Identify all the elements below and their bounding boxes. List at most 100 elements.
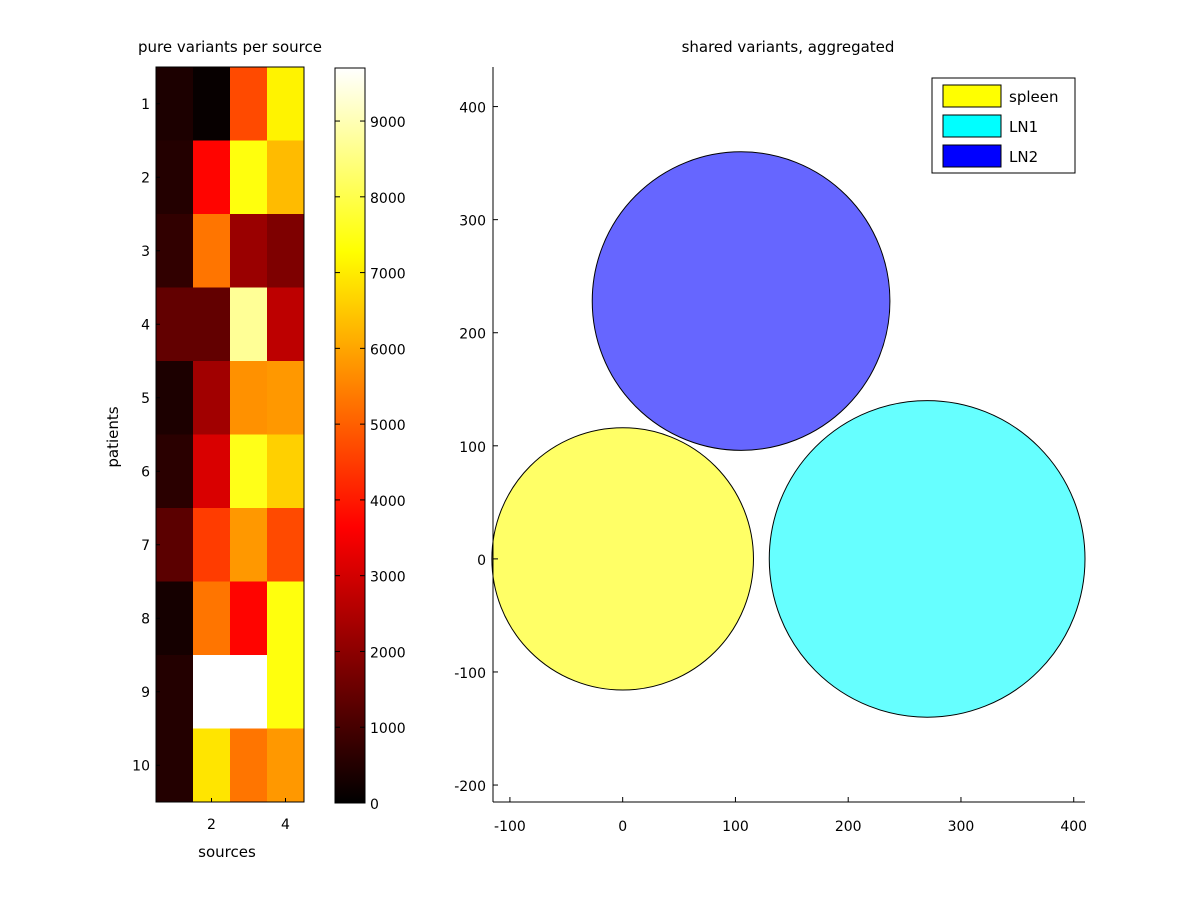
circle-y-tick-label: 100 xyxy=(459,440,486,456)
heatmap-cell xyxy=(156,140,194,215)
heatmap-y-tick-label: 3 xyxy=(141,244,150,260)
heatmap-cell xyxy=(267,581,305,656)
heatmap-cell xyxy=(156,728,194,803)
colorbar-tick-label: 8000 xyxy=(370,191,406,207)
circle-x-tick-label: 300 xyxy=(948,819,975,835)
circle-x-ticks: -100 0 100 200 300 400 xyxy=(494,797,1087,835)
colorbar-gradient xyxy=(334,67,366,804)
heatmap-cell xyxy=(193,67,231,141)
heatmap-cell xyxy=(156,287,194,362)
circle-x-tick-label: 400 xyxy=(1060,819,1087,835)
heatmap-cell xyxy=(193,140,231,215)
heatmap-cell xyxy=(193,581,231,656)
heatmap-cell xyxy=(156,214,194,288)
heatmap-y-tick-label: 6 xyxy=(141,464,150,480)
heatmap-cell xyxy=(230,434,268,509)
colorbar-ticks: 0 1000 2000 3000 4000 5000 6000 7000 8000 9000 xyxy=(335,115,406,813)
heatmap-y-tick-label: 5 xyxy=(141,391,150,407)
heatmap-cell xyxy=(230,361,268,435)
heatmap-cell xyxy=(230,214,268,288)
colorbar-tick-label: 6000 xyxy=(370,342,406,358)
heatmap-x-tick-label: 4 xyxy=(281,817,290,833)
colorbar-tick-label: 9000 xyxy=(370,115,406,131)
heatmap-cell xyxy=(230,581,268,656)
heatmap-cell xyxy=(156,67,194,141)
heatmap-ylabel: patients xyxy=(104,406,122,467)
heatmap-cell xyxy=(230,140,268,215)
heatmap-y-tick-label: 2 xyxy=(141,170,150,186)
circle-panel: shared variants, aggregated -100 0 100 200 3… xyxy=(454,38,1087,835)
heatmap-cells xyxy=(156,67,305,803)
heatmap-cell xyxy=(193,214,231,288)
heatmap-cell xyxy=(156,434,194,509)
heatmap-cell xyxy=(156,581,194,656)
heatmap-cell xyxy=(156,655,194,729)
heatmap-cell xyxy=(230,287,268,362)
colorbar: 0 1000 2000 3000 4000 5000 6000 7000 8000 9000 xyxy=(334,67,406,813)
circle-x-tick-label: -100 xyxy=(494,819,526,835)
legend-label: LN2 xyxy=(1009,148,1038,166)
circle-ln1 xyxy=(768,400,1086,718)
heatmap-frame xyxy=(155,66,305,803)
heatmap-y-tick-label: 7 xyxy=(141,538,150,554)
heatmap-cell xyxy=(156,361,194,435)
heatmap-cell xyxy=(230,67,268,141)
legend-label: spleen xyxy=(1009,88,1058,106)
colorbar-tick-label: 0 xyxy=(370,797,379,813)
colorbar-tick-label: 3000 xyxy=(370,570,406,586)
circle-y-tick-label: 400 xyxy=(459,101,486,117)
colorbar-tick-label: 4000 xyxy=(370,494,406,510)
legend: spleen LN1 LN2 xyxy=(931,77,1076,174)
colorbar-tick-label: 7000 xyxy=(370,267,406,283)
circle-y-tick-label: 300 xyxy=(459,214,486,230)
circle-x-tick-label: 100 xyxy=(722,819,749,835)
heatmap-y-tick-label: 9 xyxy=(141,685,150,701)
circle-x-tick-label: 200 xyxy=(835,819,862,835)
circle-ln2 xyxy=(591,151,891,451)
colorbar-tick-label: 2000 xyxy=(370,645,406,661)
legend-swatch xyxy=(942,144,1002,168)
heatmap-cell xyxy=(267,214,305,288)
circle-y-ticks: -200 -100 0 100 200 300 400 xyxy=(454,101,498,795)
circle-title: shared variants, aggregated xyxy=(682,38,895,56)
heatmap-cell xyxy=(267,140,305,215)
legend-swatch xyxy=(942,114,1002,138)
heatmap-cell xyxy=(267,655,305,729)
colorbar-tick-label: 5000 xyxy=(370,418,406,434)
heatmap-cell xyxy=(230,655,268,729)
heatmap-cell xyxy=(193,434,231,509)
heatmap-x-tick-label: 2 xyxy=(207,817,216,833)
heatmap-xlabel: sources xyxy=(198,843,256,861)
heatmap-cell xyxy=(156,508,194,582)
circle-y-tick-label: 0 xyxy=(477,553,486,569)
heatmap-cell xyxy=(193,728,231,803)
heatmap-cell xyxy=(267,287,305,362)
circle-spleen xyxy=(491,427,754,691)
heatmap-y-tick-label: 10 xyxy=(132,758,150,774)
legend-items: spleen LN1 LN2 xyxy=(942,84,1058,168)
heatmap-y-ticks: 1 2 3 4 5 6 7 8 9 10 xyxy=(132,97,160,774)
colorbar-tick-label: 1000 xyxy=(370,721,406,737)
circle-y-tick-label: -100 xyxy=(454,666,486,682)
heatmap-cell xyxy=(267,361,305,435)
legend-label: LN1 xyxy=(1009,118,1038,136)
legend-swatch xyxy=(942,84,1002,108)
heatmap-cell xyxy=(193,361,231,435)
circle-x-tick-label: 0 xyxy=(618,819,627,835)
heatmap-cell xyxy=(267,434,305,509)
heatmap-y-tick-label: 1 xyxy=(141,97,150,113)
heatmap-y-tick-label: 4 xyxy=(141,317,150,333)
heatmap-cell xyxy=(193,287,231,362)
heatmap-cell xyxy=(230,508,268,582)
heatmap-cell xyxy=(193,508,231,582)
heatmap-y-tick-label: 8 xyxy=(141,611,150,627)
heatmap-title: pure variants per source xyxy=(138,38,322,56)
heatmap-cell xyxy=(193,655,231,729)
circle-y-tick-label: 200 xyxy=(459,327,486,343)
heatmap-cell xyxy=(267,728,305,803)
circle-y-tick-label: -200 xyxy=(454,779,486,795)
heatmap-cell xyxy=(230,728,268,803)
